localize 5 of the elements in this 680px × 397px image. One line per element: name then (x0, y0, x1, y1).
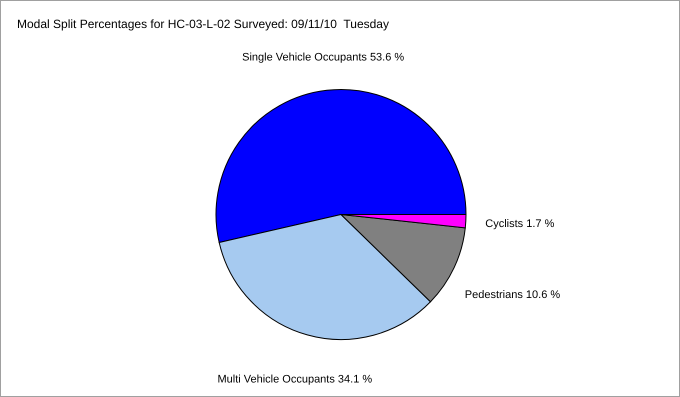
slice-label: Single Vehicle Occupants 53.6 % (242, 51, 404, 64)
slice-label: Multi Vehicle Occupants 34.1 % (217, 373, 372, 386)
slice-label: Cyclists 1.7 % (485, 218, 555, 230)
chart-title: Modal Split Percentages for HC-03-L-02 Surveyed: 09/11/10 Tuesday (17, 17, 389, 31)
slice-label: Pedestrians 10.6 % (464, 289, 560, 302)
